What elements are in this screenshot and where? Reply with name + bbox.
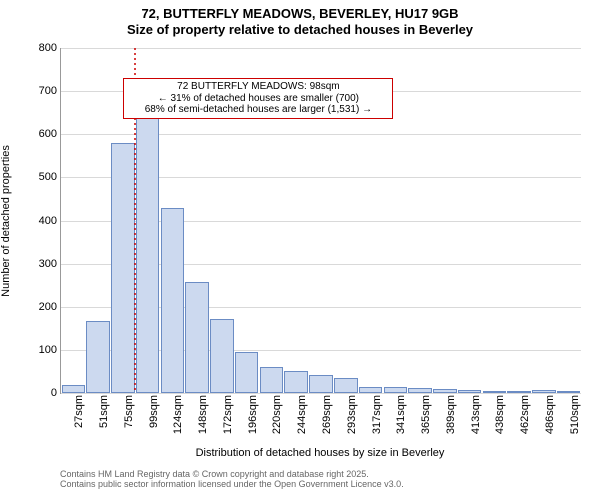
x-tick-label: 510sqm <box>569 395 581 434</box>
histogram-bar <box>557 391 581 393</box>
histogram-bar <box>161 208 185 393</box>
x-tick-label: 51sqm <box>98 395 110 428</box>
y-tick-label: 0 <box>51 387 61 399</box>
grid-line <box>61 393 581 394</box>
histogram-bar <box>433 389 457 393</box>
x-tick-label: 317sqm <box>371 395 383 434</box>
y-tick-label: 800 <box>39 42 61 54</box>
x-tick-label: 269sqm <box>321 395 333 434</box>
histogram-bar <box>210 319 234 393</box>
x-tick-label: 341sqm <box>395 395 407 434</box>
x-tick-label: 172sqm <box>222 395 234 434</box>
x-tick-label: 413sqm <box>470 395 482 434</box>
histogram-bar <box>86 321 110 393</box>
histogram-bar <box>359 387 383 393</box>
chart-container: 72, BUTTERFLY MEADOWS, BEVERLEY, HU17 9G… <box>0 0 600 500</box>
x-tick-label: 220sqm <box>271 395 283 434</box>
title-line-1: 72, BUTTERFLY MEADOWS, BEVERLEY, HU17 9G… <box>0 6 600 22</box>
x-tick-label: 148sqm <box>197 395 209 434</box>
x-tick-label: 99sqm <box>148 395 160 428</box>
histogram-bar <box>185 282 209 393</box>
histogram-bar <box>384 387 408 393</box>
histogram-bar <box>284 371 308 393</box>
x-tick-label: 365sqm <box>420 395 432 434</box>
annotation-line: 68% of semi-detached houses are larger (… <box>128 104 388 116</box>
annotation-line: ← 31% of detached houses are smaller (70… <box>128 93 388 105</box>
x-tick-label: 438sqm <box>494 395 506 434</box>
chart-title: 72, BUTTERFLY MEADOWS, BEVERLEY, HU17 9G… <box>0 0 600 37</box>
histogram-bar <box>235 352 259 393</box>
histogram-bar <box>507 391 531 393</box>
histogram-bar <box>334 378 358 393</box>
histogram-bar <box>483 391 507 393</box>
histogram-bar <box>408 388 432 393</box>
x-tick-label: 27sqm <box>73 395 85 428</box>
x-tick-label: 462sqm <box>519 395 531 434</box>
histogram-bar <box>260 367 284 393</box>
x-tick-label: 196sqm <box>247 395 259 434</box>
histogram-bar <box>309 375 333 393</box>
annotation-line: 72 BUTTERFLY MEADOWS: 98sqm <box>128 81 388 93</box>
histogram-bar <box>458 390 482 393</box>
x-axis-title: Distribution of detached houses by size … <box>60 447 580 459</box>
y-tick-label: 300 <box>39 258 61 270</box>
plot-area: 010020030040050060070080027sqm51sqm75sqm… <box>60 48 581 394</box>
x-tick-label: 75sqm <box>123 395 135 428</box>
y-tick-label: 600 <box>39 128 61 140</box>
y-tick-label: 700 <box>39 85 61 97</box>
histogram-bar <box>111 143 135 393</box>
footer-line-1: Contains HM Land Registry data © Crown c… <box>60 469 404 479</box>
histogram-bar <box>136 116 160 393</box>
histogram-bar <box>62 385 86 393</box>
annotation-box: 72 BUTTERFLY MEADOWS: 98sqm← 31% of deta… <box>123 78 393 119</box>
footer-line-2: Contains public sector information licen… <box>60 479 404 489</box>
y-tick-label: 200 <box>39 301 61 313</box>
x-tick-label: 486sqm <box>544 395 556 434</box>
x-tick-label: 244sqm <box>296 395 308 434</box>
footer-attribution: Contains HM Land Registry data © Crown c… <box>60 469 404 490</box>
x-tick-label: 124sqm <box>172 395 184 434</box>
title-line-2: Size of property relative to detached ho… <box>0 22 600 38</box>
y-tick-label: 500 <box>39 171 61 183</box>
y-axis-title: Number of detached properties <box>0 48 12 393</box>
histogram-bar <box>532 390 556 393</box>
y-tick-label: 100 <box>39 344 61 356</box>
y-tick-label: 400 <box>39 215 61 227</box>
x-tick-label: 389sqm <box>445 395 457 434</box>
grid-line <box>61 48 581 49</box>
x-tick-label: 293sqm <box>346 395 358 434</box>
